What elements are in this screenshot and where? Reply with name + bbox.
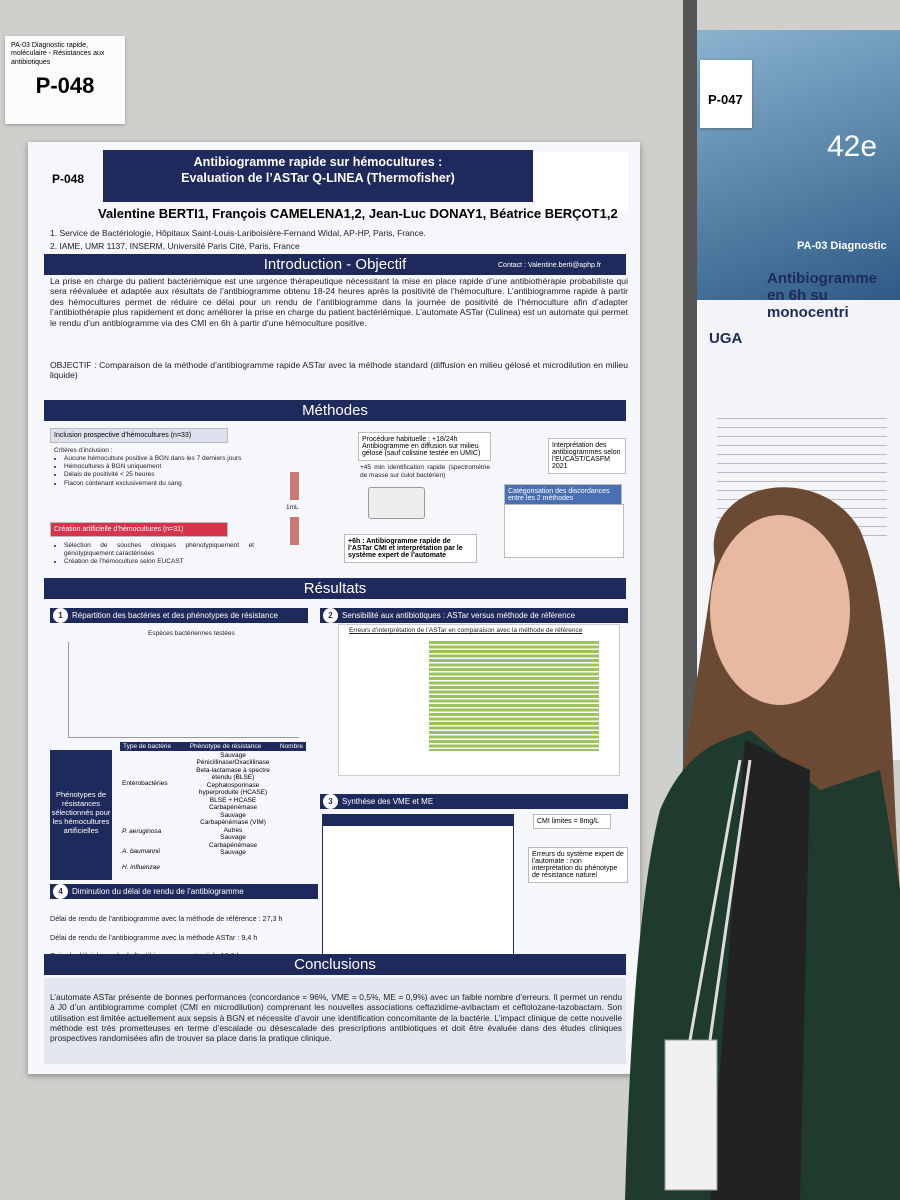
header: P-048 Antibiogramme rapide sur hémocultu… [28,150,640,230]
subsection-title: Diminution du délai de rendu de l’antibi… [72,887,244,896]
volume: 1mL [286,504,299,511]
neighbor-session: PA-03 Diagnostic [797,240,887,252]
criterion: Flacon contenant exclusivement du sang [64,480,254,488]
subsection-title: Sensibilité aux antibiotiques : ASTar ve… [342,611,576,620]
card-topic: PA-03 Diagnostic rapide, moléculaire - R… [11,42,105,66]
table-header: Type de bactérie Phénotype de résistance… [120,742,306,751]
authors: Valentine BERTI1, François CAMELENA1,2, … [98,206,618,221]
subsection-heading: 3 Synthèse des VME et ME [320,794,628,809]
section-heading: Introduction - Objectif [44,254,626,275]
conclusion-box [44,978,626,1064]
artificial-item: Création de l’hémoculture selon EUCAST [64,558,254,566]
artificial-item: Sélection de souches cliniques phénotypi… [64,542,254,558]
card-code: P-048 [35,73,95,99]
criteria: Critères d’inclusion : Aucune hémocultur… [54,447,254,488]
neighbor-edition: 42e [827,130,878,163]
subsection-title: Répartition des bactéries et des phénoty… [72,611,278,620]
phenotype: Carbapénémase [208,841,258,849]
identification: +45 min identification rapide (spectromé… [360,464,490,480]
tube [290,517,299,545]
group: P. aeruginosa [122,828,162,835]
neighbor-code: P-047 [708,92,743,107]
device [368,487,425,519]
table-side: Phénotypes de résistances sélectionnés p… [50,750,112,880]
subsection-heading: 1 Répartition des bactéries et des phénot… [50,608,308,623]
phenotype-column: Sauvage Pénicillinase/Oxacillinase Beta-… [188,752,278,857]
species-plot-area [68,642,299,738]
title-line: Evaluation de l’ASTar Q-LINEA (Thermofis… [181,171,455,186]
interpretation: Interprétation des antibiogrammes selon … [548,438,626,474]
phenotype: BLSE + HCASE [209,796,257,804]
logos [533,152,628,212]
objective: OBJECTIF : Comparaison de la méthode d’a… [50,360,628,381]
criterion: Délais de positivité < 25 heures [64,471,254,479]
title-band: Antibiogramme rapide sur hémocultures : … [103,150,533,202]
phenotype: Sauvage [220,811,246,819]
criterion: Hémocultures à BGN uniquement [64,463,254,471]
fast: +6h : Antibiogramme rapide de l’ASTar CM… [344,534,477,563]
routine: Procédure habituelle : +18/24h Antibiogr… [358,432,491,461]
affiliation: 2. IAME, UMR 1137, INSERM, Université Pa… [50,241,300,251]
delay: Délai de rendu de l’antibiogramme avec l… [50,932,258,942]
group: Entérobactéries [122,780,168,787]
vme-table [322,814,514,962]
expert-note: Erreurs du système expert de l’automate … [528,847,628,883]
header-cell: Nombre [279,743,303,750]
person [625,487,900,1200]
cmi-note: CMI limites = 8mg/L [533,814,611,829]
categories-title: Catégorisation des discordances entre le… [504,484,622,506]
poster: P-048 Antibiogramme rapide sur hémocultu… [28,142,640,1074]
affiliation: 1. Service de Bactériologie, Hôpitaux Sa… [50,228,426,238]
delay: Délai de rendu de l’antibiogramme avec l… [50,914,283,923]
error-panel: Erreurs d’interprétation de l’ASTar en c… [338,624,620,776]
badge [664,1039,718,1191]
section-heading: Conclusions [44,954,626,975]
group: A. baumannii [122,848,160,855]
inclusion: Inclusion prospective d’hémocultures (n=… [50,428,228,443]
phenotype: Beta-lactamase à spectre étendu (BLSE) [196,766,270,782]
lanyard [688,759,752,1041]
contact: Contact : Valentine.berti@aphp.fr [498,262,602,269]
phenotype: Sauvage [220,849,246,857]
categories-table [504,504,624,558]
header-cell: Phénotype de résistance [189,743,262,750]
tube [290,472,299,500]
section-heading: Résultats [44,578,626,599]
criteria-title: Critères d’inclusion : [54,447,113,454]
phenotype: Autres [223,826,243,834]
phenotype: Sauvage [220,752,246,759]
intro-text: La prise en charge du patient bactériémi… [50,276,628,328]
error-title: Erreurs d’interprétation de l’ASTar en c… [349,627,583,634]
subsection-heading: 4 Diminution du délai de rendu de l’antib… [50,884,318,899]
shirt [710,740,810,1200]
phenotype: Carbapénémase [208,804,258,812]
label-card: PA-03 Diagnostic rapide, moléculaire - R… [5,36,125,124]
phenotype-table: Phénotypes de résistances sélectionnés p… [50,742,308,880]
subsection-title: Synthèse des VME et ME [342,797,434,806]
conclusion-text: L’automate ASTar présente de bonnes perf… [50,992,622,1043]
neighbor-title: Antibiogramme en 6h su monocentri [767,270,878,321]
face [710,515,850,705]
artificial-items: Sélection de souches cliniques phénotypi… [54,542,254,566]
error-plot [429,641,599,751]
title-line: Antibiogramme rapide sur hémocultures : [193,155,443,169]
section-heading: Méthodes [44,400,626,421]
neighbor-org: UGA [709,330,743,347]
species-title: Espèces bactériennes testées [148,630,235,637]
criterion: Aucune hémoculture positive à BGN dans l… [64,455,254,463]
artificial: Création artificielle d’hémocultures (n=… [50,522,228,537]
phenotype: Cephalosporinase hyperproduite (HCASE) [198,781,268,797]
header-cell: Type de bactérie [123,743,172,750]
group: H. influenzae [122,864,160,871]
phenotype: Sauvage [220,834,246,842]
subsection-heading: 2 Sensibilité aux antibiotiques : ASTar v… [320,608,628,623]
phenotype: Carbapénémase (VIM) [200,819,266,827]
poster-code: P-048 [52,172,85,186]
neighbor-card: P-047 [700,60,752,128]
phenotype: Pénicillinase/Oxacillinase [196,759,270,767]
